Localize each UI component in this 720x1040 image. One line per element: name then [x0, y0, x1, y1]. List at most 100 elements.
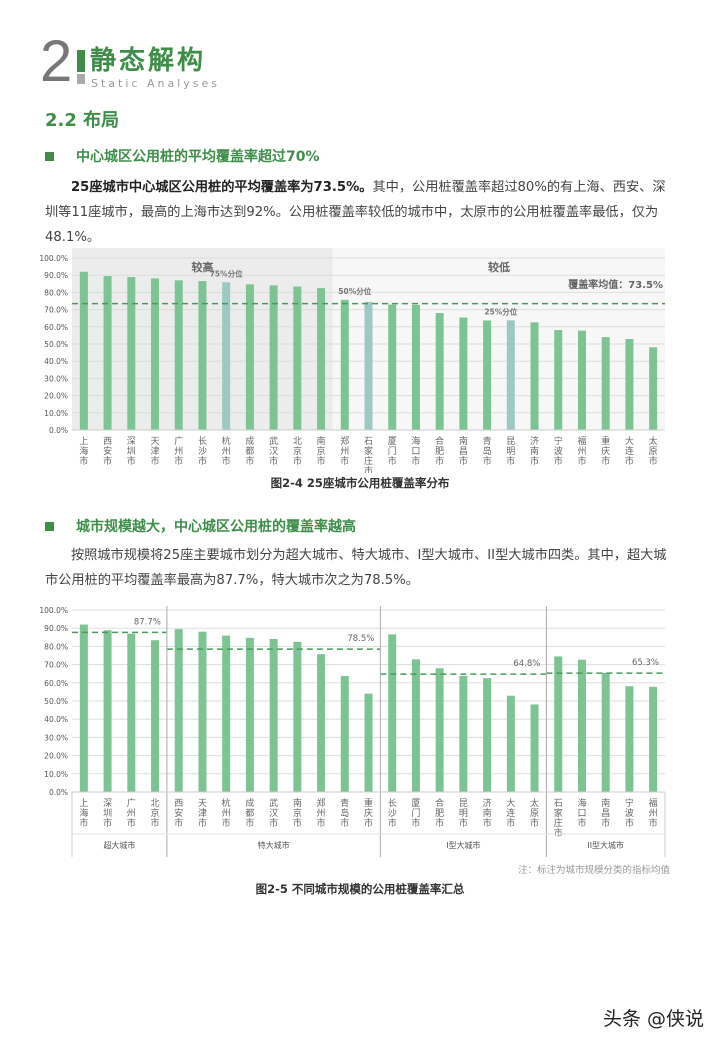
chapter-header: 2 静态解构 Static Analyses — [40, 32, 340, 98]
bar — [79, 271, 88, 430]
accent-bar — [77, 50, 85, 72]
x-tick-label: 家 — [364, 445, 373, 457]
x-tick-label: 家 — [554, 807, 563, 819]
bar — [269, 638, 278, 792]
bar — [554, 656, 563, 792]
x-tick-label: 北 — [293, 436, 302, 447]
x-tick-label: 上 — [79, 798, 88, 809]
y-tick-label: 50.0% — [44, 340, 68, 349]
bar — [340, 299, 349, 430]
x-tick-label: 津 — [151, 446, 160, 457]
x-tick-label: 市 — [506, 455, 515, 467]
x-tick-label: 天 — [198, 799, 207, 809]
x-tick-label: 福 — [577, 435, 586, 447]
x-tick-label: 长 — [198, 435, 207, 447]
y-tick-label: 60.0% — [44, 323, 68, 332]
x-tick-label: 杭 — [222, 797, 231, 809]
x-tick-label: 大 — [506, 797, 515, 809]
y-tick-label: 10.0% — [44, 409, 68, 418]
x-tick-label: 市 — [530, 455, 539, 467]
y-tick-label: 30.0% — [44, 733, 68, 742]
y-tick-label: 70.0% — [44, 306, 68, 315]
bar — [198, 281, 207, 430]
x-tick-label: 昆 — [506, 436, 515, 447]
y-tick-label: 0.0% — [49, 788, 68, 797]
region-label-low: 较低 — [488, 260, 510, 274]
bar — [245, 284, 254, 430]
bar — [388, 304, 397, 430]
bar — [103, 276, 112, 430]
x-tick-label: 市 — [364, 465, 373, 473]
bar — [625, 686, 634, 792]
x-tick-label: 市 — [483, 817, 492, 829]
x-tick-label: 市 — [364, 817, 373, 829]
bar — [151, 640, 160, 792]
chart-coverage-by-city-size: 0.0% 10.0% 20.0% 30.0% 40.0% 50.0% 60.0% 70.0% 8… — [39, 606, 666, 857]
x-tick-label: 成 — [245, 797, 254, 809]
bar — [127, 277, 136, 430]
x-tick-label: 杭 — [222, 435, 231, 447]
x-tick-label: 市 — [459, 817, 468, 829]
x-tick-label: 深 — [103, 798, 112, 809]
bar — [435, 313, 444, 430]
x-tick-label: 市 — [222, 817, 231, 829]
x-tick-label: 口 — [577, 809, 586, 819]
x-tick-label: 武 — [269, 435, 278, 447]
x-tick-label: 岛 — [483, 445, 492, 457]
bar — [222, 282, 231, 430]
x-tick-label: 重 — [601, 435, 610, 447]
figure-note: 注：标注为城市规模分类的指标均值 — [517, 865, 670, 876]
bar — [317, 654, 326, 792]
x-tick-label: 庆 — [601, 445, 610, 457]
bar — [577, 330, 586, 430]
x-tick-label: 市 — [625, 817, 634, 829]
x-tick-label: 太 — [649, 435, 658, 447]
subsection-heading-2: 城市规模越大，中心城区公用桩的覆盖率越高 — [45, 516, 356, 536]
bullet-square-icon — [45, 151, 54, 161]
y-tick-label: 20.0% — [44, 752, 68, 761]
x-tick-label: 市 — [293, 817, 302, 829]
x-tick-label: 重 — [364, 797, 373, 809]
x-tick-label: 市 — [601, 455, 610, 467]
x-tick-label: 门 — [388, 445, 397, 457]
x-tick-label: 市 — [483, 455, 492, 467]
x-tick-label: 市 — [174, 817, 183, 829]
x-tick-label: 南 — [483, 807, 492, 819]
x-tick-label: 合 — [435, 797, 444, 809]
bar — [554, 330, 563, 430]
bar — [293, 286, 302, 430]
x-tick-label: 市 — [435, 455, 444, 467]
x-tick-label: 市 — [388, 455, 397, 467]
chapter-title: 静态解构 — [90, 46, 207, 76]
subsection-title-1: 中心城区公用桩的平均覆盖率超过70% — [76, 149, 320, 165]
y-tick-label: 80.0% — [44, 288, 68, 297]
x-tick-label: 市 — [340, 817, 349, 829]
x-tick-label: 海 — [577, 797, 586, 809]
x-tick-label: 南 — [530, 445, 539, 457]
x-tick-label: 市 — [459, 455, 468, 467]
x-tick-label: 西 — [103, 436, 112, 447]
x-tick-label: 州 — [174, 446, 183, 457]
paragraph-1-text: 其中，公用桩覆盖率超过80%的有上海、西安、深圳等11座城市，最高的上海市达到9… — [45, 180, 666, 245]
x-tick-label: 明 — [459, 808, 468, 819]
x-tick-label: 太 — [530, 797, 539, 809]
x-tick-label: 市 — [151, 455, 160, 467]
x-tick-label: 深 — [127, 436, 136, 447]
x-tick-label: 天 — [151, 437, 160, 447]
y-tick-label: 90.0% — [44, 271, 68, 280]
x-tick-label: 京 — [293, 445, 302, 457]
bar — [293, 641, 302, 792]
bar — [530, 704, 539, 792]
x-tick-label: 市 — [127, 455, 136, 467]
x-tick-label: 市 — [435, 817, 444, 829]
x-tick-label: 市 — [222, 455, 231, 467]
x-tick-label: 海 — [79, 807, 88, 819]
x-tick-label: 沙 — [388, 808, 397, 819]
x-tick-label: 市 — [293, 455, 302, 467]
bar — [411, 659, 420, 792]
x-tick-label: 南 — [459, 435, 468, 447]
bar — [483, 678, 492, 792]
bar — [151, 278, 160, 430]
x-tick-label: 市 — [174, 455, 183, 467]
x-tick-label: 郑 — [317, 797, 326, 809]
